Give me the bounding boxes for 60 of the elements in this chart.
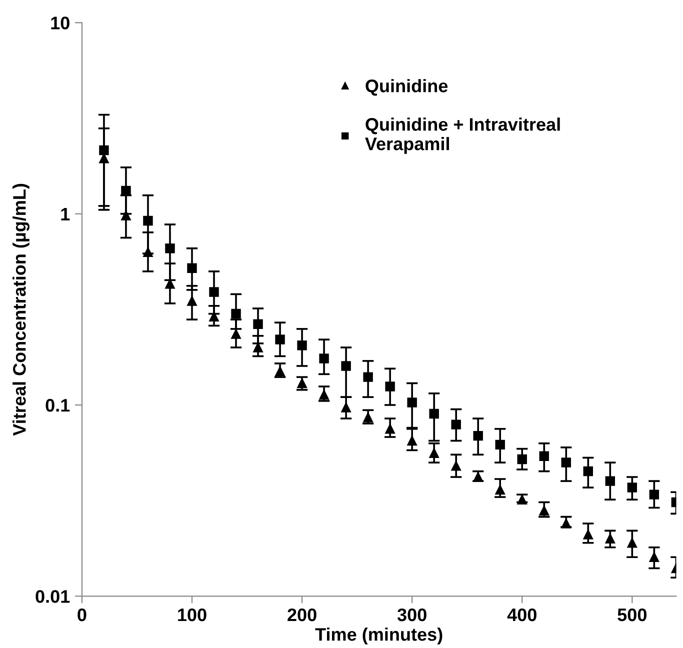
x-tick-label: 100 bbox=[178, 608, 206, 622]
point bbox=[341, 361, 351, 371]
point bbox=[627, 482, 638, 492]
point bbox=[297, 378, 307, 388]
point bbox=[495, 484, 505, 495]
point bbox=[187, 263, 197, 273]
point bbox=[319, 354, 329, 364]
point bbox=[385, 382, 395, 392]
y-tick-label: 0.1 bbox=[46, 398, 70, 412]
y-axis-title: Vitreal Concentration (µg/mL) bbox=[12, 184, 30, 436]
point bbox=[583, 530, 593, 540]
y-tick-label: 0.01 bbox=[36, 590, 70, 603]
point bbox=[231, 308, 241, 319]
point bbox=[517, 454, 527, 464]
point bbox=[385, 424, 395, 434]
point bbox=[451, 420, 461, 430]
y-tick-label: 10 bbox=[51, 16, 70, 30]
legend-label: Quinidine bbox=[366, 79, 448, 96]
point bbox=[649, 490, 660, 500]
point bbox=[429, 408, 439, 419]
y-tick-label: 1 bbox=[61, 208, 70, 220]
point bbox=[561, 458, 571, 468]
point bbox=[99, 145, 109, 156]
point bbox=[165, 243, 175, 254]
x-tick-label: 200 bbox=[288, 608, 316, 622]
point bbox=[605, 534, 616, 544]
point bbox=[539, 506, 549, 516]
point bbox=[429, 448, 439, 458]
point bbox=[253, 342, 263, 352]
x-tick-label: 500 bbox=[618, 608, 646, 622]
point bbox=[275, 366, 285, 376]
point bbox=[561, 518, 571, 528]
point bbox=[407, 398, 417, 408]
point bbox=[275, 334, 285, 344]
point bbox=[649, 552, 660, 562]
point bbox=[407, 436, 417, 446]
point bbox=[363, 412, 373, 422]
point bbox=[451, 461, 461, 471]
point bbox=[209, 287, 219, 297]
point bbox=[539, 451, 549, 462]
point bbox=[253, 319, 263, 329]
x-axis-title: Time (minutes) bbox=[315, 628, 442, 644]
point bbox=[495, 440, 505, 450]
point bbox=[231, 329, 241, 339]
point bbox=[627, 538, 638, 548]
point bbox=[583, 466, 593, 476]
point bbox=[473, 430, 483, 441]
point bbox=[297, 340, 307, 350]
point bbox=[143, 216, 153, 226]
point bbox=[319, 390, 329, 400]
x-tick-label: 300 bbox=[397, 608, 426, 622]
x-tick-label: 0 bbox=[78, 608, 86, 622]
point bbox=[209, 312, 219, 322]
point bbox=[341, 402, 351, 412]
point bbox=[187, 296, 197, 306]
point bbox=[121, 186, 131, 196]
legend-label: Quinidine + Intravitreal Verapamil bbox=[365, 118, 560, 154]
point bbox=[605, 476, 616, 486]
x-tick-label: 400 bbox=[507, 608, 536, 622]
point bbox=[363, 372, 373, 382]
